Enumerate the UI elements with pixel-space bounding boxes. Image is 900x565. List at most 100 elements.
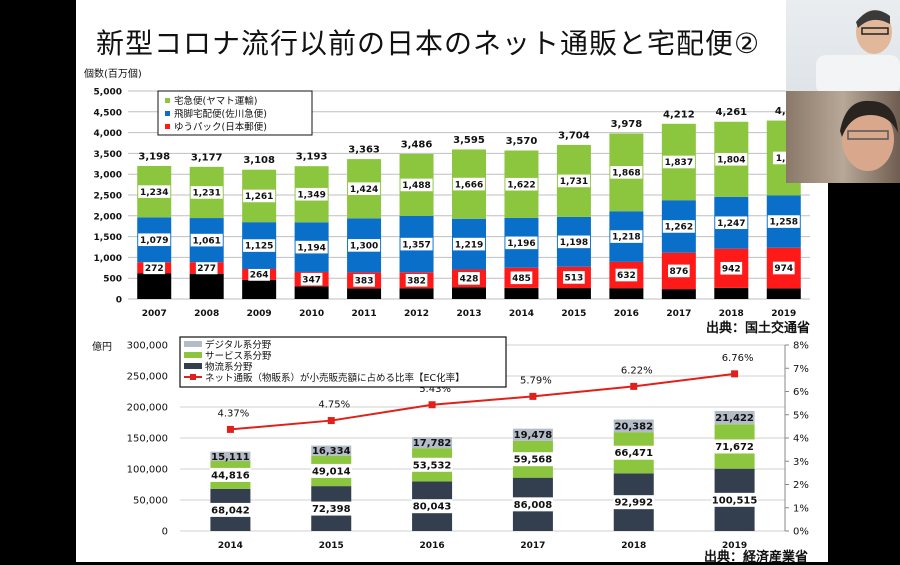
legend-label: 宅急便(ヤマト運輸): [174, 95, 257, 107]
bar-segment-2: [412, 437, 453, 449]
x-tick-label: 2010: [299, 309, 324, 319]
data-label-box: [210, 502, 251, 517]
x-tick-label: 2019: [722, 541, 747, 551]
data-label-box: [512, 452, 554, 467]
data-label-box: [452, 177, 486, 191]
total-label: 3,978: [611, 119, 643, 130]
y-tick-label: 150,000: [127, 434, 168, 445]
y2-tick-label: 2%: [793, 480, 809, 491]
data-label-box: [348, 182, 381, 196]
legend-label: ゆうパック(日本郵便): [174, 121, 267, 133]
data-label: 347: [302, 275, 321, 285]
data-label: 1,357: [402, 240, 430, 250]
total-label: 3,704: [558, 130, 590, 141]
data-label-box: [138, 185, 171, 198]
ec-rate-marker: [731, 370, 739, 378]
data-label-box: [510, 271, 533, 285]
ec-rate-marker: [529, 392, 537, 400]
y2-tick-label: 4%: [793, 434, 809, 445]
data-label-box: [243, 189, 276, 203]
total-label: 4,212: [663, 109, 695, 120]
y-tick-label: 4,000: [94, 129, 122, 139]
bar-segment-other: [294, 286, 329, 299]
data-label: 66,471: [614, 448, 653, 459]
data-label: 513: [565, 274, 584, 284]
data-label-box: [310, 501, 352, 516]
y2-tick-label: 0%: [793, 527, 809, 538]
data-label: 68,042: [211, 505, 250, 516]
x-tick-label: 2012: [404, 309, 429, 319]
data-label-box: [772, 261, 795, 275]
data-label: 1,262: [665, 223, 693, 233]
data-label-box: [411, 499, 453, 514]
webcam-participant-1[interactable]: [786, 0, 900, 91]
bar-segment-other: [242, 279, 277, 299]
data-label-box: [300, 272, 323, 286]
legend-label: 物流系分野: [205, 361, 253, 373]
data-label-box: [714, 439, 755, 454]
legend-box: [157, 90, 313, 136]
x-tick-label: 2017: [666, 309, 691, 319]
data-label-box: [615, 268, 638, 282]
data-label: 383: [355, 277, 374, 287]
data-label: 44,816: [211, 470, 250, 481]
x-tick-label: 2015: [319, 541, 344, 551]
y-tick-label: 100,000: [127, 465, 168, 476]
y-tick-label: 3,500: [94, 150, 122, 160]
data-label: 974: [774, 264, 793, 274]
person-icon: [840, 100, 898, 171]
data-label: 1,258: [770, 218, 798, 228]
data-label: 1,196: [507, 239, 535, 249]
data-label: 1,194: [297, 243, 325, 253]
ec-rate-marker: [226, 425, 234, 433]
webcam-participant-2[interactable]: [786, 91, 900, 183]
data-label-box: [505, 177, 538, 191]
legend-box: [179, 336, 507, 388]
slide-title: 新型コロナ流行以前の日本のネット通販と宅配便②: [96, 27, 761, 60]
data-label-box: [662, 220, 695, 233]
ec-rate-label: 5.43%: [419, 384, 451, 395]
total-label: 3,570: [506, 136, 538, 147]
y2-tick-label: 3%: [793, 457, 809, 468]
data-label-box: [720, 261, 743, 275]
x-tick-label: 2013: [456, 309, 481, 319]
total-label: 4,2: [775, 106, 793, 117]
data-label: 17,782: [413, 438, 452, 449]
bar-segment-other: [556, 288, 591, 299]
data-label: 53,532: [413, 460, 452, 471]
x-tick-label: 2017: [520, 541, 545, 551]
data-label: 1,061: [192, 236, 220, 246]
data-label-box: [613, 495, 655, 510]
data-label: 1,622: [507, 180, 535, 190]
ec-rate-marker: [630, 382, 638, 390]
x-tick-label: 2018: [621, 541, 646, 551]
data-label-box: [610, 230, 643, 243]
bar-segment-2: [613, 419, 654, 433]
y-tick-label: 200,000: [127, 403, 168, 414]
data-label-box: [400, 237, 433, 251]
data-label: 1,125: [245, 242, 273, 252]
data-label-box: [610, 166, 643, 179]
data-label: 428: [460, 275, 479, 285]
ec-rate-label: 5.79%: [520, 375, 552, 386]
data-label: 1,666: [455, 180, 483, 190]
x-tick-label: 2014: [218, 541, 243, 551]
bar-segment-2: [714, 410, 755, 425]
data-label: 1,349: [297, 190, 325, 200]
data-label-box: [243, 239, 276, 252]
x-tick-label: 2015: [561, 309, 586, 319]
data-label: 71,672: [715, 442, 754, 453]
y-tick-label: 500: [103, 275, 122, 285]
data-label: 942: [722, 264, 741, 274]
y-tick-label: 4,500: [94, 108, 122, 118]
x-tick-label: 2018: [719, 309, 744, 319]
person-icon: [816, 10, 900, 91]
bar-segment-other: [714, 287, 749, 299]
ec-rate-label: 4.75%: [318, 400, 350, 411]
data-label-box: [411, 457, 453, 472]
bar-segment-other: [609, 288, 644, 299]
data-label: 272: [145, 264, 164, 274]
ec-rate-label: 6.76%: [722, 353, 754, 364]
y-tick-label: 3,000: [94, 171, 122, 181]
